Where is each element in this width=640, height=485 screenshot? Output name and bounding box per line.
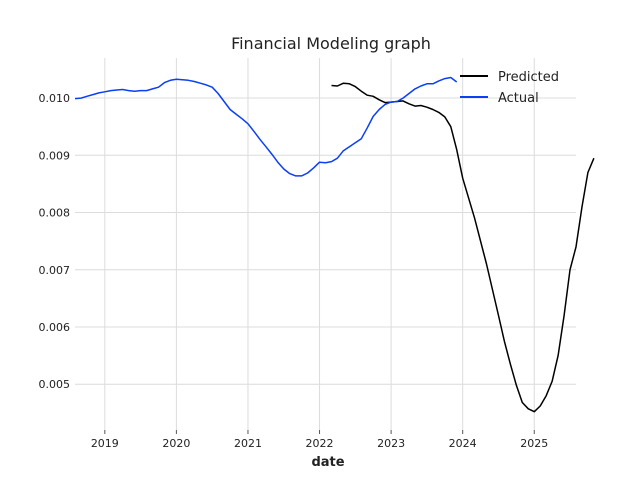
legend-label-actual: Actual	[498, 91, 539, 106]
chart-title: Financial Modeling graph	[231, 34, 431, 53]
y-tick-label: 0.005	[39, 378, 71, 391]
x-tick-label: 2019	[91, 437, 119, 450]
x-tick-label: 2025	[520, 437, 548, 450]
grid	[75, 58, 576, 430]
y-axis-ticks: 0.005 0.006 0.007 0.008 0.009 0.010	[39, 92, 71, 391]
y-tick-label: 0.006	[39, 321, 71, 334]
x-tick-label: 2022	[306, 437, 334, 450]
x-tick-label: 2020	[162, 437, 190, 450]
series-line-predicted	[331, 82, 595, 413]
x-axis-label: date	[311, 455, 344, 470]
y-tick-label: 0.008	[39, 207, 71, 220]
series-lines	[74, 76, 595, 413]
y-tick-label: 0.007	[39, 264, 71, 277]
x-tick-label: 2023	[377, 437, 405, 450]
x-tick-label: 2021	[234, 437, 262, 450]
x-tick-label: 2024	[449, 437, 477, 450]
series-line-actual	[74, 76, 458, 177]
y-tick-label: 0.010	[39, 92, 71, 105]
y-tick-label: 0.009	[39, 149, 71, 162]
legend-label-predicted: Predicted	[498, 70, 559, 85]
x-axis-ticks: 2019 2020 2021 2022 2023 2024 2025	[91, 430, 548, 450]
legend: Predicted Actual	[460, 70, 559, 106]
